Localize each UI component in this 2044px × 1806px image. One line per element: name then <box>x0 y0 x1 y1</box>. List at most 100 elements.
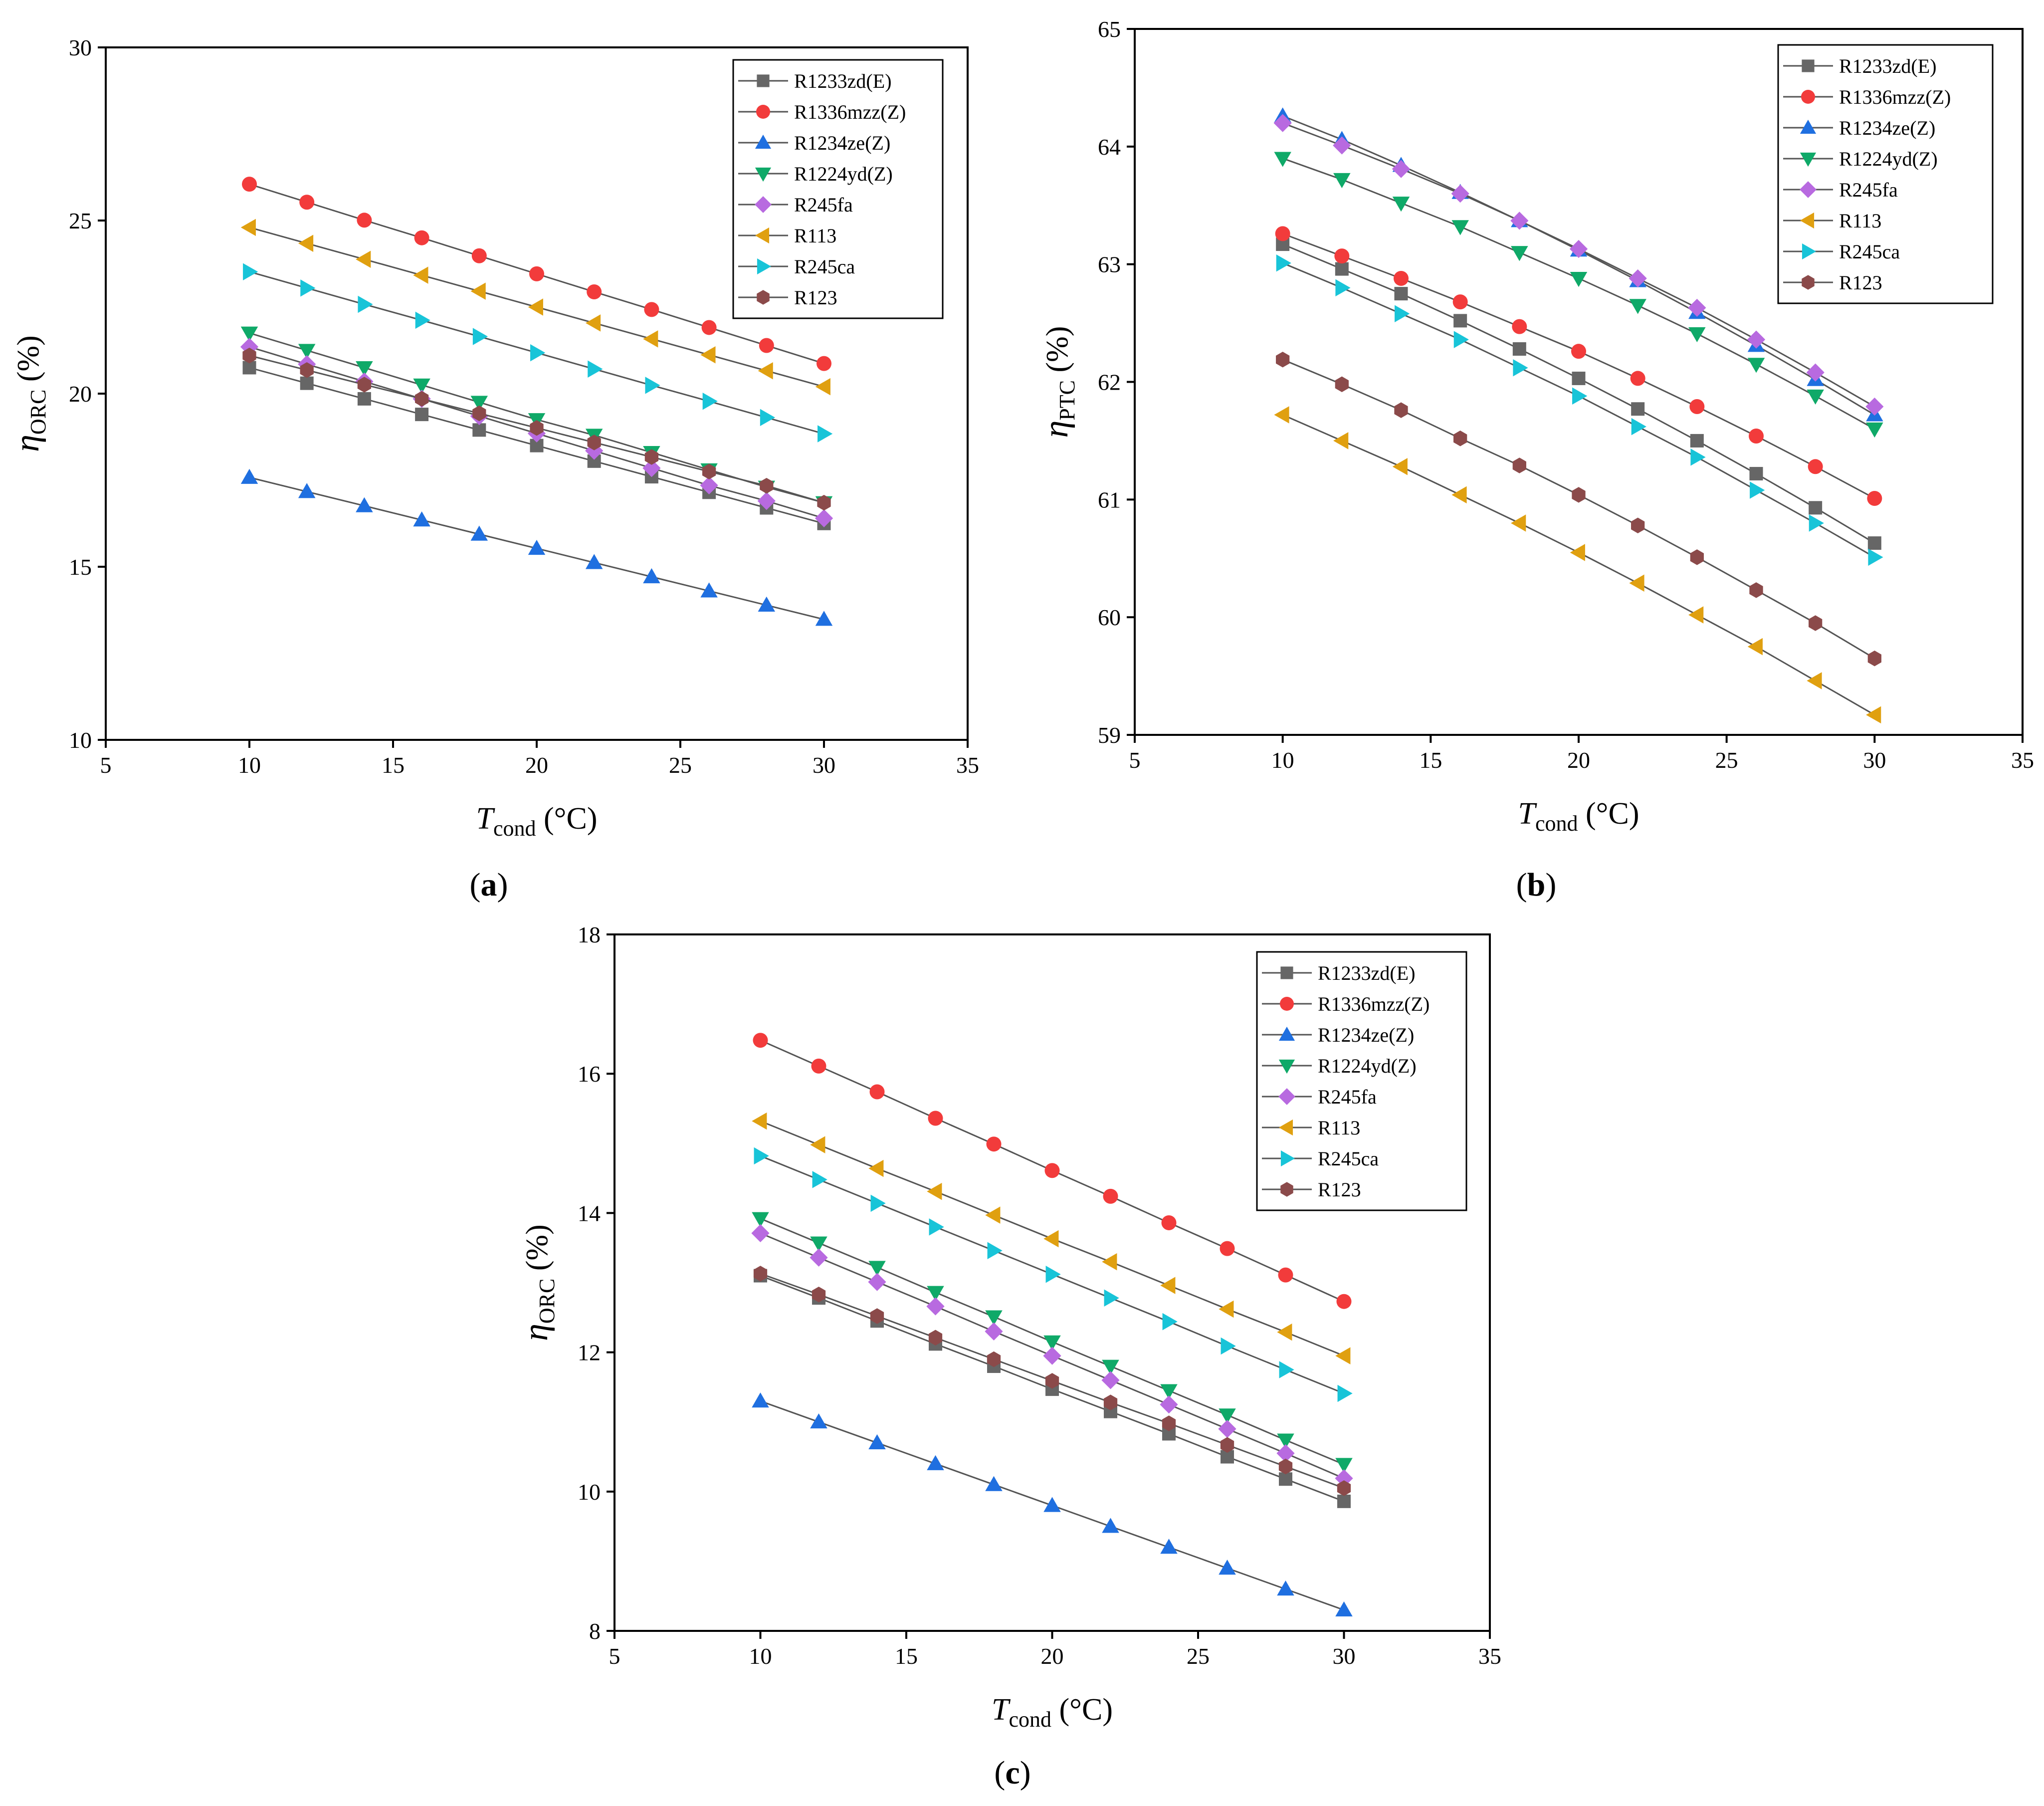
data-point <box>870 1308 884 1324</box>
data-point <box>1749 428 1764 444</box>
legend-marker <box>1802 59 1815 72</box>
data-point <box>1219 1408 1236 1424</box>
data-point <box>753 1266 768 1282</box>
data-point <box>240 219 256 236</box>
legend-marker <box>1280 1150 1295 1167</box>
series-R245ca <box>754 1147 1353 1402</box>
data-point <box>1690 449 1706 466</box>
data-point <box>1334 248 1350 264</box>
data-point <box>754 1147 769 1165</box>
data-point <box>1750 481 1765 499</box>
legend-label: R1234ze(Z) <box>1839 117 1935 139</box>
y-axis-title: ηPTC (%) <box>1037 326 1079 438</box>
legend-marker <box>755 134 772 149</box>
data-point <box>926 1297 945 1316</box>
panel-label-close: ) <box>1020 1755 1031 1791</box>
data-point <box>1277 1433 1294 1449</box>
panel-label-open: ( <box>994 1755 1005 1791</box>
data-point <box>1809 615 1823 631</box>
data-point <box>752 1212 769 1227</box>
data-point <box>1631 517 1645 533</box>
data-point <box>815 509 833 527</box>
data-point <box>810 1236 827 1252</box>
data-point <box>810 1413 827 1429</box>
data-point <box>1335 1347 1351 1364</box>
panel-label-close: ) <box>497 867 508 903</box>
data-point <box>1278 1267 1293 1283</box>
x-axis-unit: (°C) <box>1578 797 1639 831</box>
data-point <box>1631 418 1646 436</box>
data-point <box>643 568 660 584</box>
data-point <box>1279 1472 1292 1486</box>
series-R113 <box>1274 406 1881 724</box>
data-point <box>810 1136 825 1153</box>
x-tick-label: 10 <box>238 752 261 778</box>
y-tick-label: 10 <box>578 1479 601 1505</box>
legend-label: R245ca <box>1318 1147 1379 1170</box>
y-axis-subscript: PTC <box>1055 380 1079 421</box>
legend-marker <box>755 167 772 182</box>
data-point <box>760 409 776 427</box>
legend-label: R1233zd(E) <box>1318 962 1416 984</box>
legend-label: R245ca <box>794 255 855 278</box>
x-axis-subscript: cond <box>1009 1707 1052 1732</box>
x-axis-subscript: cond <box>1535 811 1578 836</box>
data-point <box>1749 466 1763 480</box>
data-point <box>587 284 602 299</box>
x-tick-label: 25 <box>1187 1643 1210 1669</box>
data-point <box>242 347 256 364</box>
legend-label: R245fa <box>794 194 853 216</box>
y-tick-label: 16 <box>578 1061 601 1087</box>
data-point <box>987 1242 1003 1260</box>
series-R1224yd(Z) <box>1274 152 1883 438</box>
legend-marker <box>1280 966 1293 979</box>
data-point <box>1629 299 1646 314</box>
data-point <box>1868 548 1883 566</box>
legend-marker <box>755 196 772 213</box>
legend-marker <box>1802 275 1815 290</box>
data-point <box>985 1322 1003 1341</box>
data-point <box>702 393 718 410</box>
data-point <box>1690 434 1704 448</box>
data-point <box>928 1111 943 1126</box>
panel-label-open: ( <box>1516 867 1527 903</box>
data-point <box>1104 1289 1119 1307</box>
data-point <box>758 596 776 612</box>
data-point <box>1807 672 1822 689</box>
legend-label: R245ca <box>1839 240 1900 263</box>
data-point <box>1866 422 1883 438</box>
data-point <box>1395 305 1410 322</box>
data-point <box>1392 458 1408 475</box>
legend-label: R123 <box>1839 271 1882 294</box>
data-point <box>1867 536 1881 550</box>
panel-label: (b) <box>1516 867 1557 903</box>
legend-label: R1233zd(E) <box>794 70 892 92</box>
data-point <box>1394 402 1408 418</box>
data-point <box>1219 1560 1236 1575</box>
data-point <box>928 1330 943 1346</box>
y-tick-label: 12 <box>578 1340 601 1365</box>
data-point <box>528 298 543 316</box>
data-point <box>868 1159 884 1177</box>
series-R123 <box>1276 351 1881 667</box>
x-axis-title: Tcond (°C) <box>992 1693 1113 1732</box>
x-axis-title: Tcond (°C) <box>476 802 598 841</box>
data-point <box>812 1171 827 1188</box>
legend-label: R113 <box>1839 210 1881 232</box>
data-point <box>1808 459 1823 474</box>
data-point <box>1392 160 1411 178</box>
data-point <box>1277 1323 1292 1341</box>
x-axis-symbol: T <box>476 802 496 836</box>
data-point <box>1278 1458 1293 1475</box>
y-tick-label: 59 <box>1098 722 1121 748</box>
series-R245fa <box>751 1224 1353 1488</box>
data-point <box>298 483 316 498</box>
y-axis-title: ηORC (%) <box>517 1224 559 1341</box>
data-point <box>1629 269 1647 288</box>
y-tick-label: 25 <box>69 208 92 233</box>
data-point <box>298 344 316 359</box>
data-point <box>927 1182 942 1200</box>
data-point <box>1160 1539 1178 1554</box>
series-R123 <box>242 347 831 511</box>
data-point <box>414 230 429 245</box>
